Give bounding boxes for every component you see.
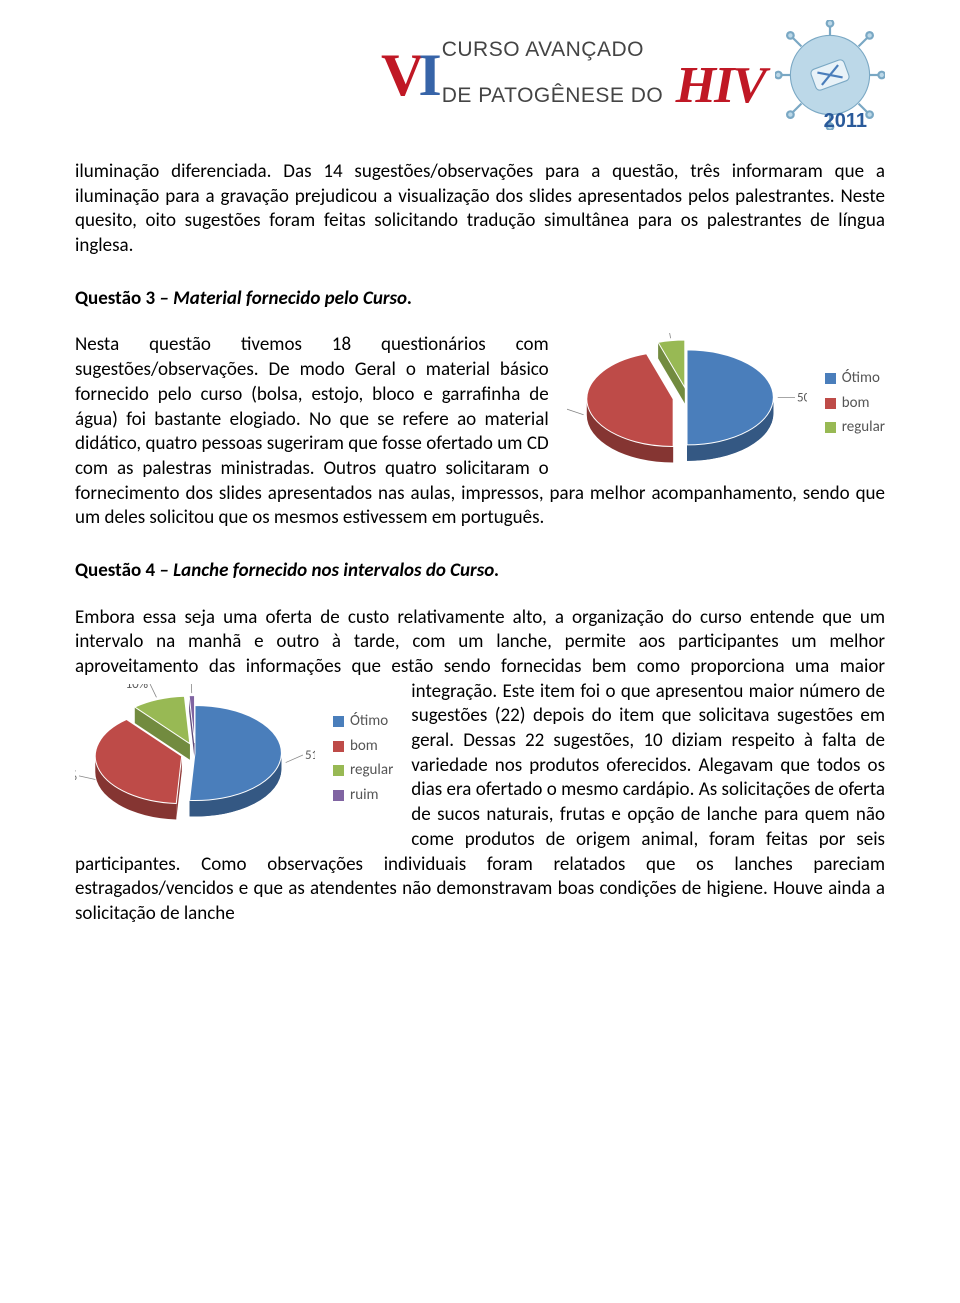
legend-swatch (333, 716, 344, 727)
legend-label: bom (842, 394, 870, 414)
q3-chart: 50%45%5% Ótimo bom regular (567, 333, 885, 473)
legend-item: regular (333, 761, 393, 781)
q4-label: Questão 4 (75, 559, 155, 582)
svg-text:51%: 51% (305, 748, 315, 763)
svg-text:38%: 38% (75, 769, 77, 784)
legend-swatch (333, 741, 344, 752)
q3-pie-svg: 50%45%5% (567, 333, 807, 473)
q4-pie-svg: 51% 38% 10% 1% (75, 684, 315, 834)
legend-label: Ótimo (350, 712, 388, 732)
legend-item: bom (825, 394, 885, 414)
q4-title: – Lanche fornecido nos intervalos do Cur… (155, 559, 499, 582)
legend-item: bom (333, 737, 393, 757)
q4-text: Embora essa seja uma oferta de custo rel… (75, 606, 885, 927)
virus-icon: 2011 (775, 20, 885, 130)
q4-chart: 51% 38% 10% 1% Ótimo bom regular ruim (75, 684, 393, 834)
legend-label: ruim (350, 786, 379, 806)
svg-text:10%: 10% (126, 684, 148, 692)
svg-text:50%: 50% (797, 391, 807, 406)
header-logo: VI CURSO AVANÇADO DE PATOGÊNESE DO HIV (75, 20, 885, 130)
q3-heading: Questão 3 – Material fornecido pelo Curs… (75, 287, 885, 312)
legend-item: ruim (333, 786, 393, 806)
logo-hiv: HIV (676, 57, 765, 114)
legend-swatch (825, 422, 836, 433)
legend-label: Ótimo (842, 369, 880, 389)
legend-label: regular (842, 418, 885, 438)
q3-title: – Material fornecido pelo Curso. (155, 287, 412, 310)
legend-swatch (825, 373, 836, 384)
logo-title: CURSO AVANÇADO DE PATOGÊNESE DO HIV (442, 39, 765, 112)
legend-label: regular (350, 761, 393, 781)
q3-legend: Ótimo bom regular (825, 369, 885, 438)
legend-item: Ótimo (825, 369, 885, 389)
logo-vi: VI (381, 36, 436, 114)
svg-text:1%: 1% (173, 684, 189, 687)
legend-item: Ótimo (333, 712, 393, 732)
legend-swatch (333, 765, 344, 776)
legend-label: bom (350, 737, 378, 757)
legend-swatch (825, 398, 836, 409)
logo-year: 2011 (824, 108, 867, 134)
intro-paragraph: iluminação diferenciada. Das 14 sugestõe… (75, 160, 885, 259)
logo-text-block: VI CURSO AVANÇADO DE PATOGÊNESE DO HIV (381, 36, 765, 114)
q3-block: 50%45%5% Ótimobomregular Nesta questão t… (75, 333, 885, 531)
q3-label: Questão 3 (75, 287, 155, 310)
q4-heading: Questão 4 – Lanche fornecido nos interva… (75, 559, 885, 584)
q4-legend: Ótimo bom regular ruim (333, 712, 393, 805)
logo-title-line2: DE PATOGÊNESE DO HIV (442, 60, 765, 112)
legend-item: regular (825, 418, 885, 438)
legend-swatch (333, 790, 344, 801)
q4-block: Embora essa seja uma oferta de custo rel… (75, 606, 885, 927)
